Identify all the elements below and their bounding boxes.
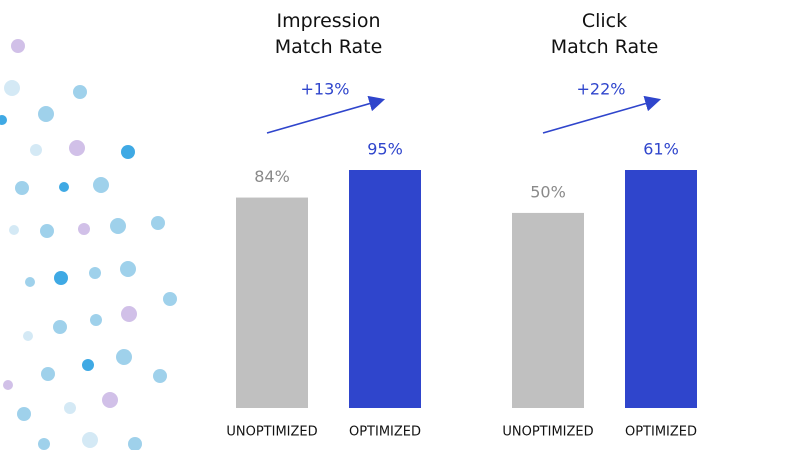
bar [236, 197, 308, 408]
chart-title: Impression Match Rate [274, 10, 383, 58]
x-tick-label: OPTIMIZED [625, 425, 697, 440]
x-tick-label: UNOPTIMIZED [226, 425, 317, 440]
x-tick-label: OPTIMIZED [349, 425, 421, 440]
bar [349, 170, 421, 408]
chart-title: Click Match Rate [550, 10, 659, 58]
x-tick-label: UNOPTIMIZED [502, 425, 593, 440]
trend-arrow [542, 95, 662, 134]
annotation: +22% [577, 80, 626, 99]
decor-dots [0, 39, 177, 450]
value-label: 95% [367, 140, 403, 159]
bar [625, 170, 697, 408]
annotation: +13% [301, 80, 350, 99]
value-label: 84% [254, 167, 290, 186]
bar [512, 212, 584, 408]
value-label: 50% [530, 182, 566, 201]
value-label: 61% [643, 140, 679, 159]
trend-arrow [266, 95, 386, 134]
